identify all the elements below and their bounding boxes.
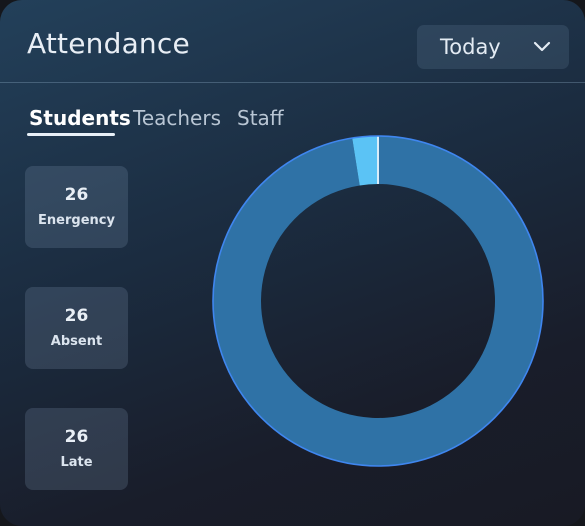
tab-label: Teachers	[133, 106, 221, 130]
stat-label: Energency	[38, 213, 115, 228]
active-tab-indicator	[27, 133, 115, 136]
stat-card-absent: 26 Absent	[25, 287, 128, 369]
stat-label: Absent	[50, 334, 103, 349]
donut-slice-accent	[352, 136, 378, 186]
stat-label: Late	[60, 455, 93, 470]
header-divider	[0, 82, 585, 83]
stat-value: 26	[64, 185, 89, 205]
tab-staff[interactable]: Staff	[237, 104, 284, 132]
tab-label: Staff	[237, 106, 284, 130]
tab-label: Students	[29, 106, 131, 130]
stat-value: 26	[64, 306, 89, 326]
stat-card-emergency: 26 Energency	[25, 166, 128, 248]
donut-outline	[212, 135, 544, 467]
chevron-down-icon	[533, 41, 551, 52]
period-select-value: Today	[440, 35, 501, 59]
card-title: Attendance	[27, 27, 190, 60]
stat-card-late: 26 Late	[25, 408, 128, 490]
period-select[interactable]: Today	[417, 25, 569, 69]
attendance-donut-chart	[212, 135, 544, 467]
tab-students[interactable]: Students	[27, 104, 131, 136]
donut-slice-main	[212, 136, 543, 467]
tab-teachers[interactable]: Teachers	[133, 104, 221, 132]
stat-value: 26	[64, 427, 89, 447]
